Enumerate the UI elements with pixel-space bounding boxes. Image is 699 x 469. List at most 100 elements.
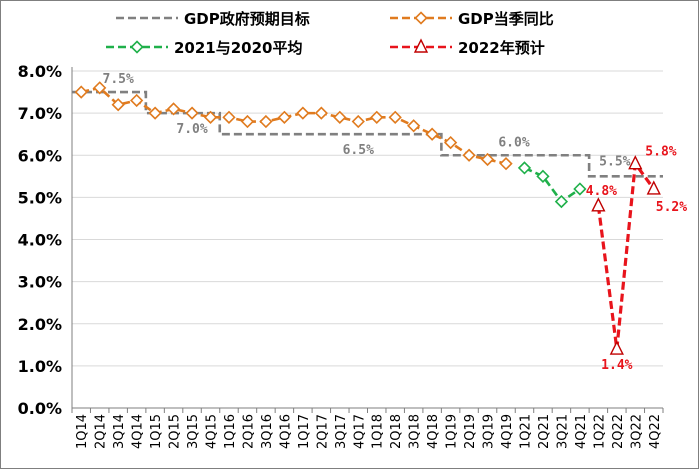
x-tick-label: 3Q15 [186,414,201,449]
x-tick-label: 4Q17 [352,414,367,449]
data-point [130,93,144,108]
y-tick-label: 4.0% [18,231,62,250]
data-point [259,114,273,129]
legend-label: 2021与2020平均 [174,39,303,57]
data-point [554,194,569,209]
x-tick-label: 4Q15 [205,414,220,449]
series-808080 [72,90,663,178]
y-tick-label: 6.0% [18,146,62,165]
x-tick-label: 3Q14 [112,414,127,449]
data-point [314,106,328,120]
x-tick-label: 2Q17 [315,414,330,449]
x-tick-label: 2Q18 [389,414,404,449]
data-point [240,114,255,129]
x-tick-label: 1Q15 [149,414,164,449]
x-tick-label: 3Q18 [408,414,423,449]
data-point [277,110,292,124]
data-point [499,157,513,171]
data-point [517,161,532,175]
x-tick-label: 3Q16 [260,414,275,449]
data-label: 5.5% [599,154,630,169]
data-point [370,110,384,124]
x-tick-label: 4Q19 [500,414,515,449]
legend-item: GDP当季同比 [390,10,554,28]
x-tick-label: 4Q21 [574,414,589,449]
data-point [609,340,624,355]
data-label: 5.2% [656,200,687,215]
data-label: 7.5% [103,72,134,87]
data-point [74,85,88,99]
data-point [222,110,236,124]
data-point [646,180,661,195]
series-line [80,86,507,165]
x-tick-label: 1Q17 [297,414,312,449]
data-point [185,106,199,120]
data-point [130,40,144,54]
data-label: 6.5% [343,143,374,158]
x-tick-label: 3Q17 [334,414,349,449]
x-tick-label: 1Q14 [75,414,90,449]
data-point [93,81,107,95]
data-point [166,102,181,116]
y-tick-label: 3.0% [18,273,62,292]
series-e07b1f [74,81,513,171]
series-e8141c [591,155,661,355]
data-point [443,135,458,150]
x-tick-label: 2Q19 [463,414,478,449]
data-label: 5.8% [645,145,676,160]
data-point [480,152,495,167]
x-tick-label: 4Q22 [648,414,663,449]
data-point [333,110,347,124]
data-point [111,98,125,112]
y-tick-label: 0.0% [18,399,62,418]
data-point [414,11,428,25]
data-point [591,197,606,212]
x-tick-label: 1Q16 [223,414,238,449]
y-tick-label: 5.0% [18,188,62,207]
data-point [413,38,429,53]
x-tick-label: 4Q16 [278,414,293,449]
data-label: 1.4% [601,358,632,373]
legend-label: GDP政府预期目标 [184,10,310,28]
data-point [462,148,476,162]
x-tick-label: 2Q15 [168,414,183,449]
series-line [72,90,663,178]
x-tick-label: 3Q19 [482,414,497,449]
y-tick-label: 8.0% [18,62,62,81]
data-point [351,114,365,129]
data-label: 4.8% [586,184,617,199]
series-1fb04a [517,161,587,209]
data-point [148,106,162,120]
data-point [628,155,643,170]
x-tick-label: 2Q21 [537,414,552,449]
legend-item: 2021与2020平均 [106,39,303,57]
series-line [523,166,581,204]
data-point [407,119,421,133]
x-tick-label: 1Q21 [518,414,533,449]
x-tick-label: 2Q14 [94,414,109,449]
data-point [203,110,218,124]
x-tick-label: 1Q19 [445,414,460,449]
legend-label: GDP当季同比 [458,10,554,28]
legend-item: 2022年预计 [390,38,545,57]
y-tick-label: 7.0% [18,104,62,123]
data-label: 6.0% [498,135,529,150]
x-tick-label: 3Q21 [555,414,570,449]
data-point [388,110,402,124]
legend-item: GDP政府预期目标 [116,10,310,28]
x-tick-label: 1Q22 [592,414,607,449]
data-point [536,169,550,183]
legend-label: 2022年预计 [458,39,545,57]
x-tick-label: 3Q22 [629,414,644,449]
data-point [573,182,587,196]
x-tick-label: 1Q18 [371,414,386,449]
data-label: 7.0% [176,122,207,137]
x-tick-label: 2Q22 [611,414,626,449]
x-tick-label: 4Q18 [426,414,441,449]
data-point [425,127,439,141]
x-tick-label: 4Q14 [131,414,146,449]
x-tick-label: 2Q16 [241,414,256,449]
data-point [296,106,310,120]
